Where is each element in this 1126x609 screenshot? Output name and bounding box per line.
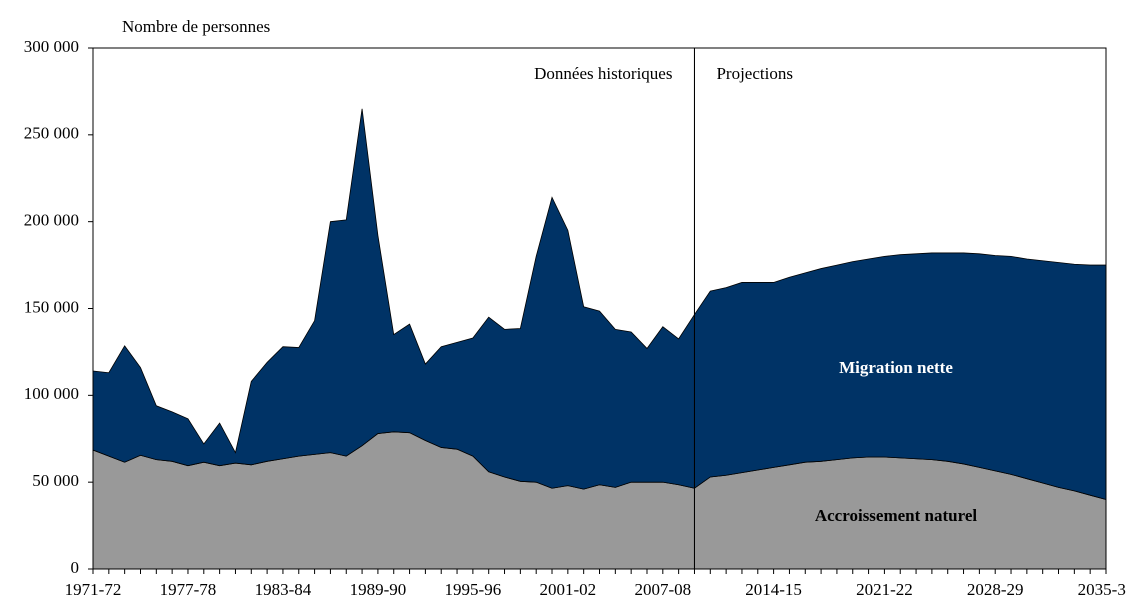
x-tick-label: 2028-29 <box>967 580 1024 599</box>
x-tick-label: 2007-08 <box>634 580 691 599</box>
y-tick-label: 150 000 <box>24 297 79 316</box>
x-tick-label: 1989-90 <box>350 580 407 599</box>
x-tick-label: 1977-78 <box>160 580 217 599</box>
x-tick-label: 1983-84 <box>255 580 312 599</box>
series-label: Migration nette <box>839 358 953 377</box>
series-label: Accroissement naturel <box>815 506 978 525</box>
annotation: Projections <box>716 64 793 83</box>
x-tick-label: 1971-72 <box>65 580 122 599</box>
x-tick-label: 2001-02 <box>540 580 597 599</box>
y-tick-label: 100 000 <box>24 384 79 403</box>
x-tick-label: 1995-96 <box>445 580 502 599</box>
y-tick-label: 0 <box>71 558 80 577</box>
y-tick-label: 300 000 <box>24 37 79 56</box>
y-tick-label: 250 000 <box>24 124 79 143</box>
y-tick-label: 50 000 <box>32 471 79 490</box>
x-tick-label: 2021-22 <box>856 580 913 599</box>
area <box>92 108 1107 501</box>
x-tick-label: 2014-15 <box>745 580 802 599</box>
y-axis-label: Nombre de personnes <box>122 17 270 36</box>
y-tick-label: 200 000 <box>24 211 79 230</box>
annotation: Données historiques <box>534 64 672 83</box>
x-tick-label: 2035-36 <box>1078 580 1126 599</box>
